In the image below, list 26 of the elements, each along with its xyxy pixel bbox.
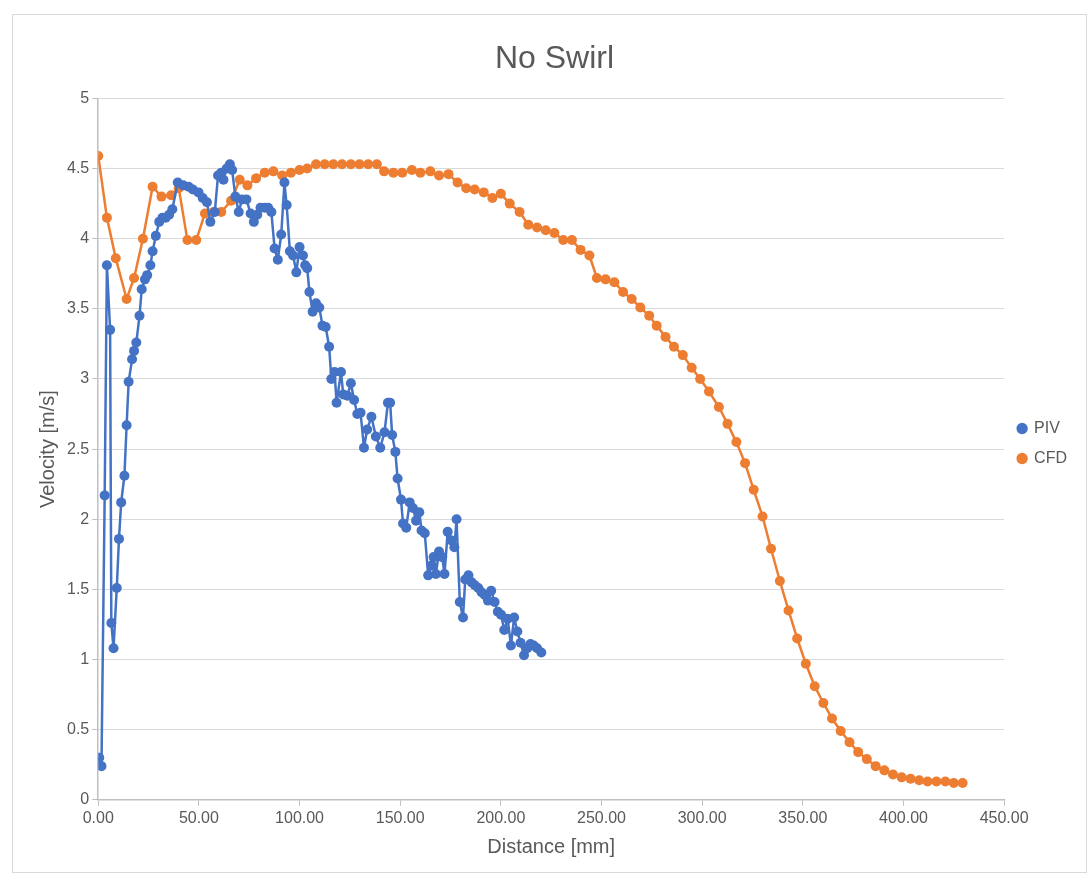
y-tick-label: 3.5 xyxy=(66,299,90,317)
y-tick-label: 4.5 xyxy=(66,158,90,176)
x-tick-label: 100.00 xyxy=(275,808,325,826)
y-tick-label: 2 xyxy=(80,509,90,527)
x-tick-label: 200.00 xyxy=(476,808,526,826)
y-tick-label: 0.5 xyxy=(66,720,90,738)
x-axis-title: Distance [mm] xyxy=(487,834,616,857)
x-tick-label: 0.00 xyxy=(82,808,114,826)
y-tick-label: 1 xyxy=(80,649,90,667)
x-tick-label: 150.00 xyxy=(375,808,425,826)
x-tick-label: 450.00 xyxy=(979,808,1029,826)
y-tick-label: 1.5 xyxy=(66,579,90,597)
legend-label: PIV xyxy=(1034,418,1061,436)
legend-label: CFD xyxy=(1034,448,1068,466)
y-tick-label: 2.5 xyxy=(66,439,90,457)
y-tick-label: 3 xyxy=(80,369,90,387)
x-tick-label: 250.00 xyxy=(577,808,627,826)
y-tick-label: 4 xyxy=(80,229,90,247)
x-tick-label: 400.00 xyxy=(879,808,929,826)
y-tick-label: 5 xyxy=(80,88,90,106)
x-tick-label: 50.00 xyxy=(178,808,220,826)
y-axis-title: Velocity [m/s] xyxy=(35,390,58,509)
y-tick-label: 0 xyxy=(80,790,90,808)
x-tick-label: 300.00 xyxy=(677,808,727,826)
chart-title: No Swirl xyxy=(494,39,615,76)
x-tick-label: 350.00 xyxy=(778,808,828,826)
